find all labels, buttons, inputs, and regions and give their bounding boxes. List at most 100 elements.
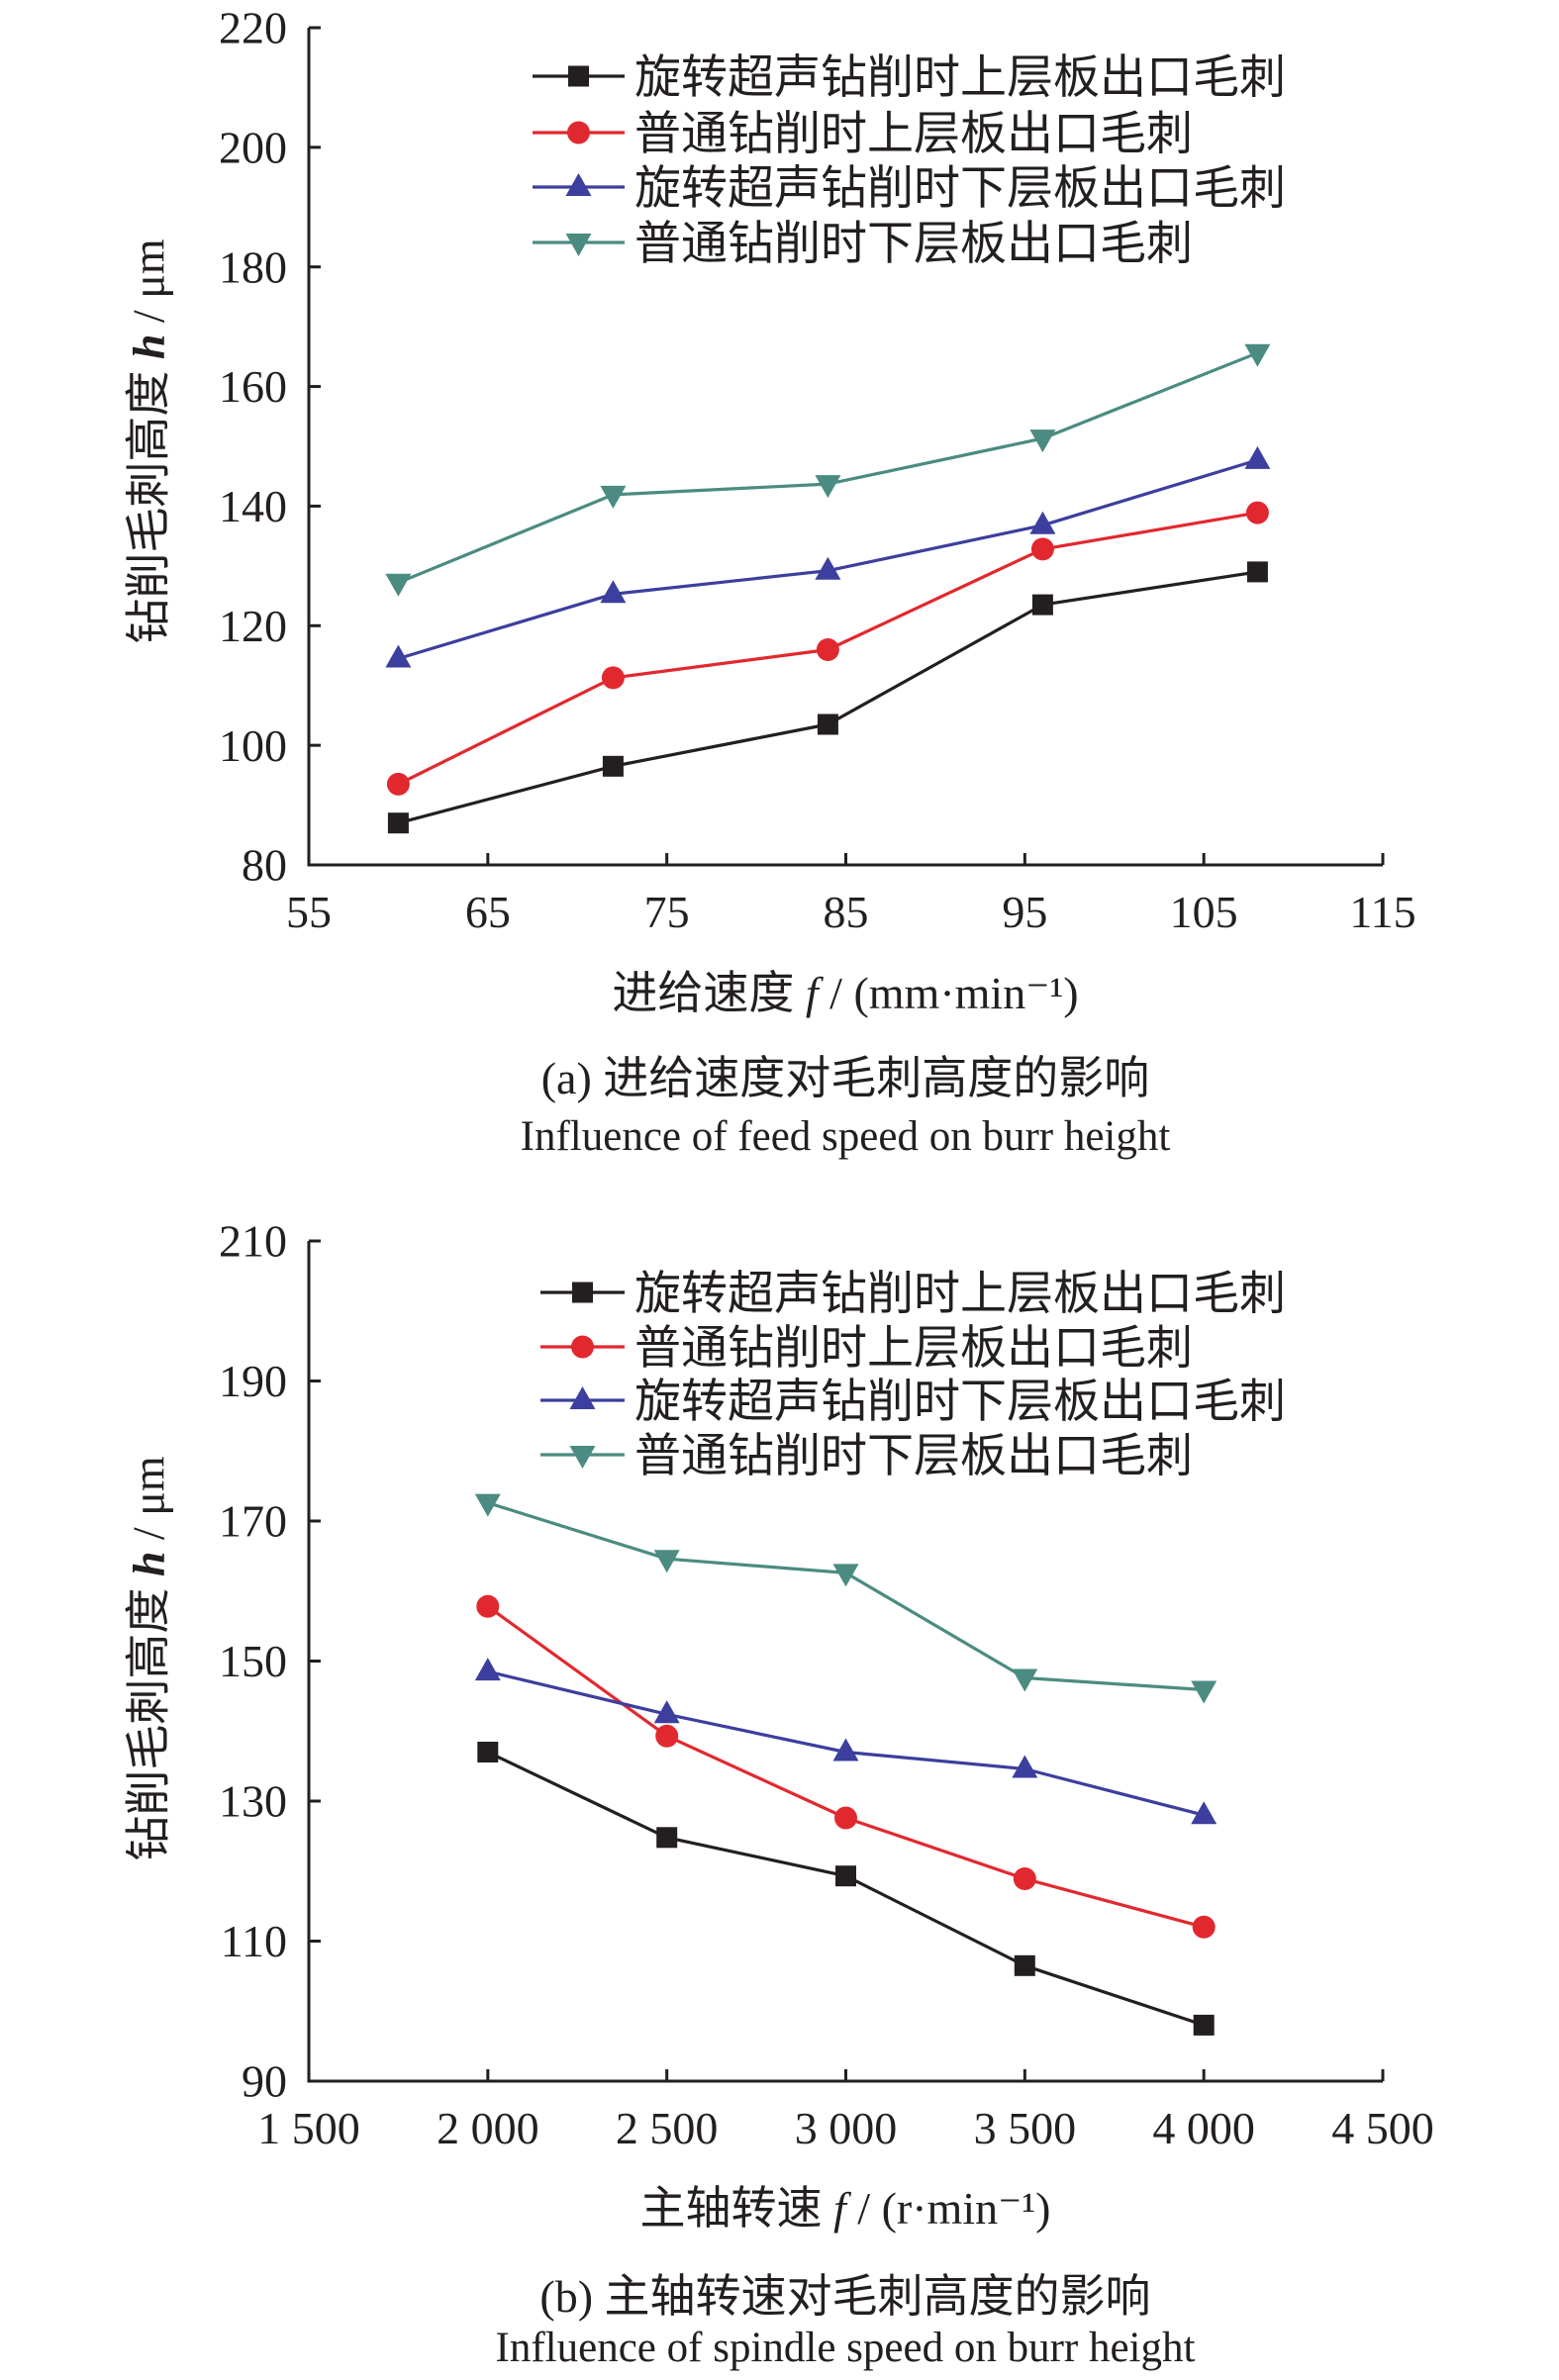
legend-item-2: 普通钻削时上层板出口毛刺 xyxy=(533,109,1193,160)
series-3-markers xyxy=(385,445,1271,668)
series-1-point xyxy=(1193,2014,1215,2036)
legend-marker xyxy=(571,1335,594,1359)
series-2-point xyxy=(816,638,839,661)
axis-quantity-name: 钻削毛刺高度 xyxy=(124,359,174,644)
x-tick-label: 85 xyxy=(824,887,869,937)
figure-caption-english: Influence of spindle speed on burr heigh… xyxy=(496,2325,1196,2371)
series-4-point xyxy=(1191,1680,1218,1704)
series-4-line xyxy=(487,1501,1205,1692)
legend-item-2: 普通钻削时上层板出口毛刺 xyxy=(540,1323,1193,1375)
y-tick-label: 120 xyxy=(219,601,287,651)
series-2-markers xyxy=(386,501,1269,796)
series-3-point xyxy=(385,644,412,668)
series-1-line xyxy=(397,570,1258,825)
legend-marker xyxy=(569,1386,596,1409)
series-4-point xyxy=(600,485,627,509)
y-tick-label: 160 xyxy=(219,361,287,412)
y-tick-label: 130 xyxy=(219,1776,287,1827)
series-2-point xyxy=(476,1594,500,1618)
y-tick-label: 80 xyxy=(242,840,287,891)
series-3-point xyxy=(1191,1801,1218,1825)
series-3-point xyxy=(1244,445,1271,469)
chart-spindle-speed: 90 110 130 150 170 190 210 1 500 2 000 2 500 3 000… xyxy=(124,1216,1434,2371)
legend-item-4: 普通钻削时下层板出口毛刺 xyxy=(540,1431,1193,1482)
series-4-point xyxy=(1012,1668,1038,1692)
series-4-point xyxy=(815,475,841,499)
series-2-point xyxy=(386,772,410,796)
legend: 旋转超声钻削时上层板出口毛刺普通钻削时上层板出口毛刺旋转超声钻削时下层板出口毛刺… xyxy=(533,52,1286,270)
plot-area: 90 110 130 150 170 190 210 1 500 2 000 2 500 3 000… xyxy=(219,1216,1434,2153)
figure-caption: (b) 主轴转速对毛刺高度的影响 xyxy=(539,2271,1150,2322)
series-3-point xyxy=(832,1738,859,1761)
axis-variable-symbol: h xyxy=(124,1552,174,1577)
axis-unit: / μm xyxy=(124,1456,174,1551)
y-tick-label: 220 xyxy=(219,3,287,53)
x-axis-label: 进给速度 f / (mm·min⁻¹) xyxy=(612,968,1078,1018)
axis-unit: / μm xyxy=(124,238,174,333)
legend-marker xyxy=(567,121,590,144)
figure-caption-english: Influence of feed speed on burr height xyxy=(521,1113,1171,1160)
legend-marker xyxy=(572,1282,593,1303)
x-tick-label: 115 xyxy=(1349,887,1415,937)
legend-item-3: 旋转超声钻削时下层板出口毛刺 xyxy=(533,163,1286,215)
series-4-point xyxy=(832,1564,859,1587)
series-3-point xyxy=(653,1700,680,1724)
legend: 旋转超声钻削时上层板出口毛刺普通钻削时上层板出口毛刺旋转超声钻削时下层板出口毛刺… xyxy=(540,1269,1286,1482)
legend-marker xyxy=(565,173,592,196)
series-2-point xyxy=(1192,1915,1216,1939)
series-1-point xyxy=(1246,561,1268,583)
series-3-point xyxy=(1029,511,1056,534)
series-3-point xyxy=(1012,1755,1038,1778)
legend-label: 旋转超声钻削时上层板出口毛刺 xyxy=(634,52,1286,104)
legend-label: 普通钻削时下层板出口毛刺 xyxy=(634,219,1193,270)
series-1-point xyxy=(1014,1954,1035,1976)
legend-marker xyxy=(568,65,589,87)
legend-item-1: 旋转超声钻削时上层板出口毛刺 xyxy=(540,1269,1286,1320)
x-tick-label: 4 000 xyxy=(1152,2103,1255,2153)
series-1-markers xyxy=(387,561,1268,834)
series-1-point xyxy=(835,1865,856,1887)
figure-caption: (a) 进给速度对毛刺高度的影响 xyxy=(541,1053,1150,1103)
y-tick-label: 200 xyxy=(219,122,287,172)
series-2-point xyxy=(601,666,625,690)
x-tick-label: 2 000 xyxy=(437,2103,539,2153)
axis-quantity-name: 钻削毛刺高度 xyxy=(124,1576,174,1861)
y-axis-label: 钻削毛刺高度 h / μm xyxy=(124,238,174,644)
x-tick-label: 95 xyxy=(1002,887,1047,937)
series-2-point xyxy=(1013,1867,1036,1890)
series-3-point xyxy=(474,1658,501,1681)
series-4-point xyxy=(653,1550,680,1573)
x-tick-label: 4 500 xyxy=(1331,2103,1434,2153)
axis-unit: / (mm·min⁻¹) xyxy=(819,968,1079,1018)
axis-variable-symbol: h xyxy=(124,334,174,360)
series-4-line xyxy=(397,351,1258,585)
y-tick-label: 190 xyxy=(219,1356,287,1406)
y-tick-label: 110 xyxy=(221,1916,287,1966)
x-tick-label: 1 500 xyxy=(257,2103,360,2153)
series-2-point xyxy=(1245,501,1269,524)
legend-label: 旋转超声钻削时上层板出口毛刺 xyxy=(634,1269,1286,1320)
x-tick-label: 3 500 xyxy=(974,2103,1077,2153)
x-tick-label: 3 000 xyxy=(795,2103,898,2153)
y-tick-label: 210 xyxy=(219,1216,287,1267)
series-1-point xyxy=(656,1827,678,1849)
series-1-point xyxy=(602,755,624,777)
legend-label: 普通钻削时上层板出口毛刺 xyxy=(634,1323,1193,1375)
series-2-point xyxy=(655,1724,679,1748)
y-axis-label: 钻削毛刺高度 h / μm xyxy=(124,1456,174,1861)
axis-unit: / (r·min⁻¹) xyxy=(846,2183,1051,2234)
x-tick-label: 105 xyxy=(1170,887,1238,937)
series-1-markers xyxy=(477,1742,1215,2036)
axis-quantity-name: 进给速度 xyxy=(612,968,806,1018)
x-tick-label: 75 xyxy=(644,887,690,937)
series-2-markers xyxy=(476,1594,1216,1939)
legend-item-1: 旋转超声钻削时上层板出口毛刺 xyxy=(533,52,1286,104)
plot-area: 80 100 120 140 160 180 200 220 55 65 75 85 95 105 115 xyxy=(219,3,1416,937)
legend-label: 旋转超声钻削时下层板出口毛刺 xyxy=(634,163,1286,215)
legend-label: 旋转超声钻削时下层板出口毛刺 xyxy=(634,1377,1286,1428)
axis-quantity-name: 主轴转速 xyxy=(640,2183,834,2234)
series-4-point xyxy=(474,1493,501,1517)
series-1-point xyxy=(387,812,409,834)
